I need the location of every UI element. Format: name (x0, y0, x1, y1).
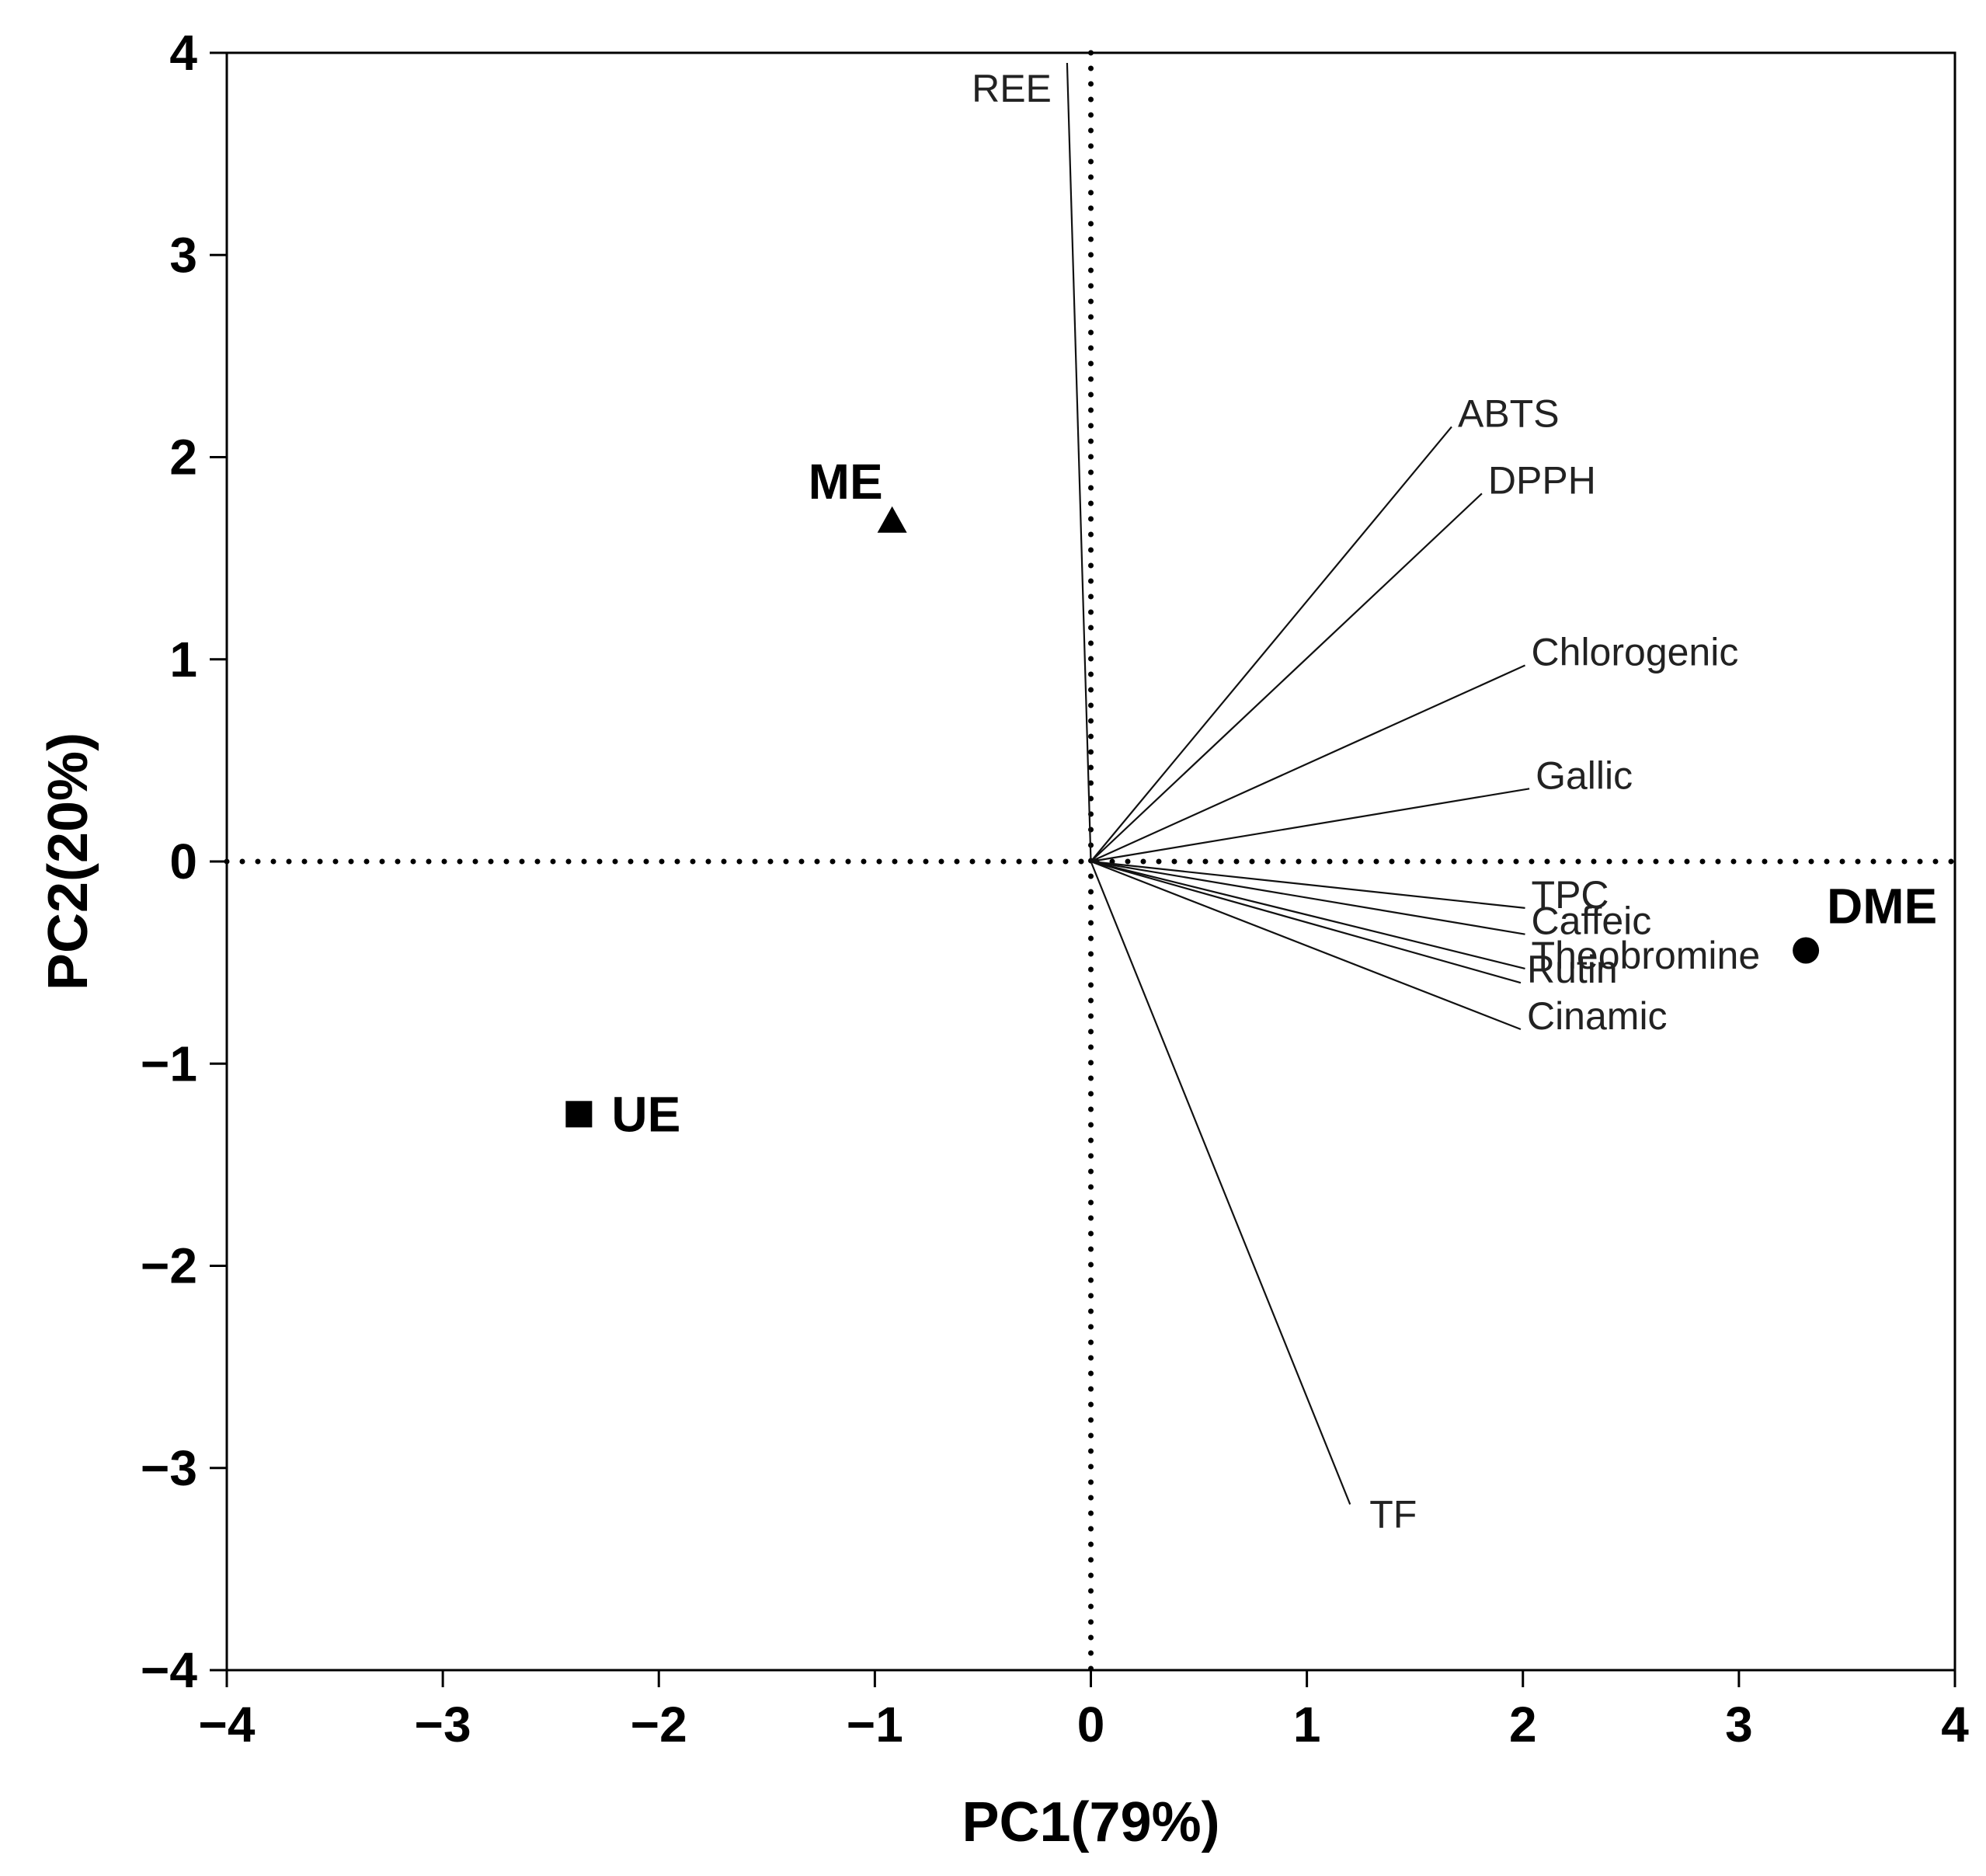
x-tick-label: 3 (1725, 1697, 1753, 1752)
x-axis-title: PC1(79%) (962, 1791, 1219, 1853)
y-tick-label: 3 (169, 227, 197, 283)
sample-points: ME UE DME (565, 454, 1937, 1142)
y-tick-label: 0 (169, 834, 197, 889)
loading-label-cinamic: Cinamic (1527, 994, 1668, 1038)
y-axis-title: PC2(20%) (37, 733, 99, 990)
loading-label-gallic: Gallic (1536, 754, 1633, 797)
y-tick-label: 2 (169, 430, 197, 486)
loading-vector-cinamic (1090, 860, 1522, 1031)
sample-marker-dme (1793, 937, 1820, 964)
loading-label-tpc: TPC (1532, 873, 1609, 917)
loading-label-abts: ABTS (1458, 392, 1560, 435)
x-tick-label: −1 (847, 1697, 903, 1752)
loading-label-theobromine: Theobromine (1532, 934, 1761, 977)
y-tick-label: 1 (169, 632, 197, 687)
axes: −4 −3 −2 −1 0 1 2 3 4 −4 −3 −2 −1 0 1 2 3 4 (141, 25, 1969, 1752)
sample-label-ue: UE (611, 1086, 680, 1142)
x-tick-label: 2 (1509, 1697, 1537, 1752)
sample-label-dme: DME (1827, 879, 1937, 935)
loading-vector-dpph (1090, 492, 1483, 862)
y-tick-label: −4 (141, 1642, 197, 1698)
loading-label-chlorogenic: Chlorogenic (1532, 631, 1739, 674)
x-tick-label: 1 (1293, 1697, 1321, 1752)
loading-vector-chlorogenic (1090, 664, 1525, 863)
y-tick-label: −2 (141, 1238, 197, 1294)
sample-marker-ue (565, 1101, 593, 1128)
y-tick-label: 4 (169, 25, 197, 81)
loading-vector-theobromine (1090, 860, 1525, 970)
loading-label-tf: TF (1369, 1493, 1417, 1537)
loading-vector-tf (1090, 861, 1351, 1505)
loading-vector-ree (1066, 62, 1092, 862)
x-tick-label: −2 (631, 1697, 687, 1752)
loading-vector-tpc (1090, 860, 1525, 909)
loading-label-caffeic: Caffeic (1532, 900, 1652, 943)
x-tick-label: 0 (1077, 1697, 1105, 1752)
loading-label-dpph: DPPH (1488, 458, 1596, 502)
loading-label-rutin: Rutin (1527, 948, 1618, 991)
loading-vector-rutin (1090, 860, 1522, 984)
sample-marker-me (877, 506, 907, 533)
loading-label-ree: REE (972, 67, 1052, 110)
x-tick-label: 4 (1941, 1697, 1969, 1752)
x-tick-label: −4 (199, 1697, 256, 1752)
x-tick-label: −3 (415, 1697, 471, 1752)
loading-vectors: REE ABTS DPPH Chlorogenic Gallic TPCCaffeicTh… (972, 62, 1761, 1537)
y-tick-label: −3 (141, 1440, 197, 1496)
loading-vector-abts (1090, 426, 1452, 862)
loading-vector-caffeic (1090, 860, 1525, 935)
loading-vector-gallic (1090, 788, 1530, 863)
y-tick-label: −1 (141, 1035, 197, 1091)
sample-label-me: ME (809, 454, 883, 510)
